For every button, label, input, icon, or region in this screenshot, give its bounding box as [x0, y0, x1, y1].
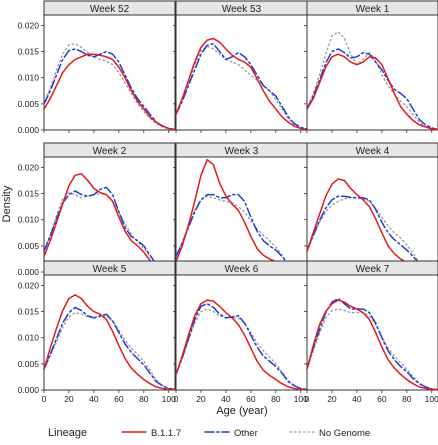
series-line [175, 193, 308, 273]
y-tick-label: 0.010 [18, 333, 40, 343]
y-tick-label: 0.015 [18, 307, 40, 317]
x-tick-label: 0 [305, 394, 310, 404]
facet-title: Week 7 [356, 264, 390, 275]
y-tick-label: 0.010 [18, 215, 40, 225]
series-line [306, 31, 438, 131]
series-line [175, 37, 308, 131]
x-tick-label: 0 [42, 394, 47, 404]
facet-plot-area [43, 14, 176, 131]
x-tick-label: 20 [196, 394, 206, 404]
y-tick-label: 0.020 [18, 280, 40, 290]
series-line [175, 43, 308, 130]
series-line [306, 53, 438, 131]
legend-label: Other [234, 428, 258, 439]
x-tick-label: 40 [221, 394, 231, 404]
x-tick-label: 100 [162, 394, 176, 404]
y-tick-label: 0.015 [18, 189, 40, 199]
y-tick-label: 0.005 [18, 241, 40, 251]
facet-panel: Week 53 [173, 0, 308, 133]
facet-panel: Week 3 [173, 142, 308, 275]
facet-title: Week 52 [90, 4, 130, 15]
facet-title: Week 5 [93, 264, 127, 275]
facet-title: Week 1 [356, 4, 390, 15]
panels-layer: Week 52 0.000 0.005 0.010 0.015 0.020 Week 53 W… [18, 0, 438, 404]
facet-title: Week 2 [93, 146, 127, 157]
series-line [43, 48, 176, 131]
y-tick-label: 0.015 [18, 47, 40, 57]
y-tick-label: 0.020 [18, 20, 40, 30]
x-tick-label: 60 [377, 394, 387, 404]
series-line [43, 294, 176, 391]
y-tick-label: 0.005 [18, 359, 40, 369]
x-tick-label: 20 [327, 394, 337, 404]
facet-plot-area [306, 14, 438, 131]
y-axis-label: Density [1, 185, 13, 222]
facet-title: Week 4 [356, 146, 390, 157]
facet-title: Week 3 [225, 146, 259, 157]
facet-panel: Week 7 0 20 40 60 80 100 [304, 260, 438, 404]
x-tick-label: 40 [89, 394, 99, 404]
facet-plot-area [175, 14, 308, 131]
legend-label: No Genome [319, 428, 370, 439]
x-tick-label: 60 [114, 394, 124, 404]
facet-panel: Week 52 0.000 0.005 0.010 0.015 0.020 [18, 0, 176, 135]
y-tick-label: 0.010 [18, 73, 40, 83]
x-axis-label: Age (year) [216, 405, 267, 417]
series-line [175, 45, 308, 131]
x-tick-label: 100 [425, 394, 438, 404]
x-tick-label: 100 [294, 394, 308, 404]
series-line [43, 43, 176, 131]
facet-plot-area [306, 156, 438, 273]
legend: Lineage B.1.1.7 Other No Genome [48, 427, 370, 439]
facet-plot-area [175, 156, 308, 273]
facet-plot-area [175, 274, 308, 391]
series-line [306, 299, 438, 391]
x-tick-label: 80 [271, 394, 281, 404]
facet-panel: Week 4 [304, 142, 438, 275]
x-tick-label: 20 [64, 394, 74, 404]
series-line [43, 186, 176, 273]
y-tick-label: 0.020 [18, 162, 40, 172]
series-line [306, 197, 438, 273]
facet-title: Week 6 [225, 264, 259, 275]
series-line [306, 308, 438, 391]
x-tick-label: 60 [246, 394, 256, 404]
legend-label: B.1.1.7 [151, 428, 181, 439]
facet-plot-area [43, 274, 176, 391]
series-line [175, 303, 308, 391]
x-tick-label: 40 [352, 394, 362, 404]
facet-panel: Week 2 0.000 0.005 0.010 0.015 0.020 [18, 142, 176, 277]
legend-title: Lineage [48, 427, 87, 439]
facet-panel: Week 6 0 20 40 60 80 100 [173, 260, 308, 404]
facet-panel: Week 5 0.000 0.005 0.010 0.015 0.020 0 20 40 60 80… [18, 260, 176, 404]
facet-plot-area [306, 274, 438, 391]
series-line [306, 48, 438, 131]
facet-panel: Week 1 [304, 0, 438, 133]
series-line [43, 306, 176, 391]
series-line [306, 195, 438, 273]
facet-plot-area [43, 156, 176, 273]
y-tick-label: 0.005 [18, 99, 40, 109]
y-tick-label: 0.000 [18, 125, 40, 135]
x-tick-label: 80 [139, 394, 149, 404]
x-tick-label: 0 [174, 394, 179, 404]
series-line [175, 299, 308, 391]
series-line [43, 53, 176, 131]
facet-title: Week 53 [222, 4, 262, 15]
y-tick-label: 0.000 [18, 267, 40, 277]
x-tick-label: 80 [402, 394, 412, 404]
y-tick-label: 0.000 [18, 385, 40, 395]
